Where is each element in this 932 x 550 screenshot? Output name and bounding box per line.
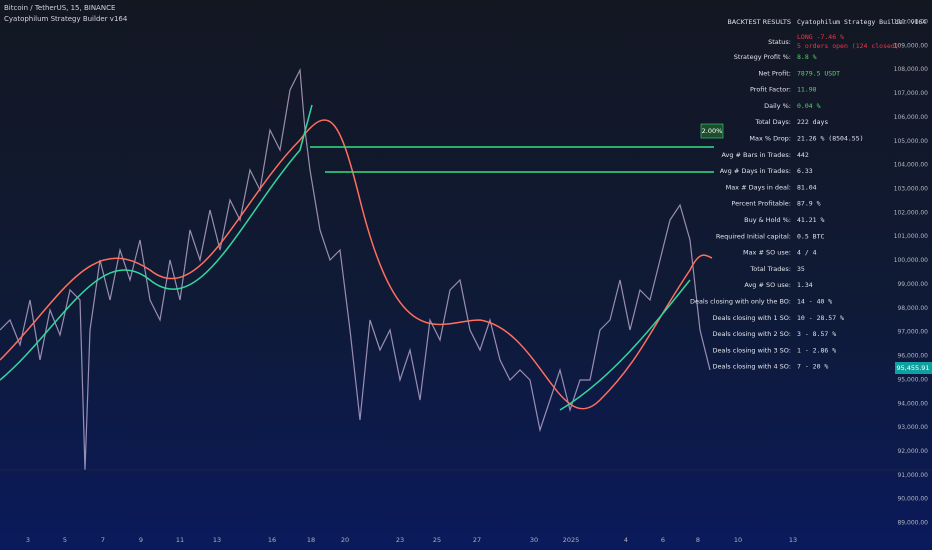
row-label: Max # SO use: xyxy=(743,249,791,257)
date-label: 13 xyxy=(213,536,221,544)
row-label: Status: xyxy=(768,38,791,46)
price-label: 110,000.00 xyxy=(894,19,929,26)
row-value: 0.5 BTC xyxy=(797,232,824,240)
date-label: 16 xyxy=(268,536,276,544)
price-label: 91,000.00 xyxy=(897,472,928,479)
row-label: Deals closing with only the BO: xyxy=(690,298,791,306)
row-label: Deals closing with 1 SO: xyxy=(713,314,791,322)
price-label: 107,000.00 xyxy=(894,90,929,97)
price-label: 109,000.00 xyxy=(894,42,929,49)
row-label: Required Initial capital: xyxy=(716,232,791,240)
status-value: 5 orders open (124 closed) xyxy=(797,42,899,50)
results-table: BACKTEST RESULTS Cyatophilum Strategy Bui… xyxy=(690,18,926,371)
date-label: 18 xyxy=(307,536,315,544)
row-label: Buy & Hold %: xyxy=(744,216,791,224)
row-label: Deals closing with 3 SO: xyxy=(713,346,791,354)
price-label: 92,000.00 xyxy=(897,448,928,455)
row-label: Net Profit: xyxy=(758,69,791,77)
date-label: 11 xyxy=(176,536,184,544)
price-axis: 110,000.00 109,000.00 108,000.00 107,000.00… xyxy=(894,19,929,527)
row-label: Deals closing with 4 SO: xyxy=(713,363,791,371)
row-value: 442 xyxy=(797,151,809,159)
row-value: 10 - 28.57 % xyxy=(797,314,844,322)
symbol: Bitcoin / TetherUS, 15, BINANCE xyxy=(4,4,115,12)
row-label: Total Days: xyxy=(754,118,791,126)
row-value: 8.8 % xyxy=(797,53,817,61)
date-label: 2025 xyxy=(563,536,580,544)
row-value: 41.21 % xyxy=(797,216,824,224)
row-value: 7 - 20 % xyxy=(797,363,828,371)
price-label: 99,000.00 xyxy=(897,281,928,288)
target-label: 2.00% xyxy=(702,127,723,135)
price-chart xyxy=(0,67,932,471)
date-label: 13 xyxy=(789,536,797,544)
date-label: 4 xyxy=(624,536,628,544)
date-label: 9 xyxy=(139,536,143,544)
row-label: Avg # Days in Trades: xyxy=(720,167,791,175)
row-label: Max % Drop: xyxy=(749,135,791,143)
price-label: 105,000.00 xyxy=(894,138,929,145)
date-label: 6 xyxy=(661,536,665,544)
row-value: 3 - 8.57 % xyxy=(797,330,836,338)
table-title: BACKTEST RESULTS xyxy=(727,18,791,26)
price-label: 93,000.00 xyxy=(897,424,928,431)
row-label: Profit Factor: xyxy=(750,86,791,94)
price-label: 97,000.00 xyxy=(897,329,928,336)
row-value: 1 - 2.86 % xyxy=(797,346,836,354)
date-axis: 3 5 7 9 11 13 16 18 20 23 25 27 30 2025 4 6 8 10 13 xyxy=(26,536,797,544)
price-label: 96,000.00 xyxy=(897,353,928,360)
price-label: 102,000.00 xyxy=(894,209,929,216)
price-label: 89,000.00 xyxy=(897,520,928,527)
price-label: 106,000.00 xyxy=(894,114,929,121)
row-value: 81.04 xyxy=(797,183,817,191)
price-label: 94,000.00 xyxy=(897,400,928,407)
price-label: 104,000.00 xyxy=(894,162,929,169)
row-value: 21.26 % (8504.55) xyxy=(797,135,864,143)
row-value: 14 - 40 % xyxy=(797,298,832,306)
price-label: 98,000.00 xyxy=(897,305,928,312)
row-value: 6.33 xyxy=(797,167,813,175)
row-label: Percent Profitable: xyxy=(731,200,791,208)
price-label: 103,000.00 xyxy=(894,186,929,193)
date-label: 27 xyxy=(473,536,481,544)
row-label: Total Trades: xyxy=(749,265,791,273)
date-label: 20 xyxy=(341,536,349,544)
date-label: 7 xyxy=(101,536,105,544)
price-label: 90,000.00 xyxy=(897,496,928,503)
price-label: 95,000.00 xyxy=(897,376,928,383)
row-value: 0.04 % xyxy=(797,102,821,110)
date-label: 23 xyxy=(396,536,404,544)
row-value: 87.9 % xyxy=(797,200,821,208)
row-value: 222 days xyxy=(797,118,828,126)
row-value: 4 / 4 xyxy=(797,249,817,257)
table-subtitle: Cyatophilum Strategy Builder v164 xyxy=(797,18,926,26)
row-value: 11.98 xyxy=(797,86,817,94)
indicator-name: Cyatophilum Strategy Builder v164 xyxy=(4,15,128,23)
row-label: Avg # Bars in Trades: xyxy=(721,151,791,159)
row-label: Daily %: xyxy=(764,102,791,110)
row-value: 35 xyxy=(797,265,805,273)
price-label: 101,000.00 xyxy=(894,233,929,240)
status-value: LONG -7.46 % xyxy=(797,33,844,41)
row-label: Deals closing with 2 SO: xyxy=(713,330,791,338)
date-label: 3 xyxy=(26,536,30,544)
date-label: 25 xyxy=(433,536,441,544)
row-label: Max # Days in deal: xyxy=(726,183,791,191)
current-price: 95,455.91 xyxy=(896,364,929,372)
price-label: 108,000.00 xyxy=(894,66,929,73)
current-price-badge xyxy=(895,362,932,374)
row-value: 7879.5 USDT xyxy=(797,69,840,77)
target-badge xyxy=(700,123,724,139)
date-label: 5 xyxy=(63,536,67,544)
row-value: 1.34 xyxy=(797,281,813,289)
row-label: Strategy Profit %: xyxy=(734,53,791,61)
row-label: Avg # SO use: xyxy=(744,281,791,289)
date-label: 8 xyxy=(696,536,700,544)
date-label: 10 xyxy=(734,536,742,544)
date-label: 30 xyxy=(530,536,538,544)
price-label: 100,000.00 xyxy=(894,257,929,264)
